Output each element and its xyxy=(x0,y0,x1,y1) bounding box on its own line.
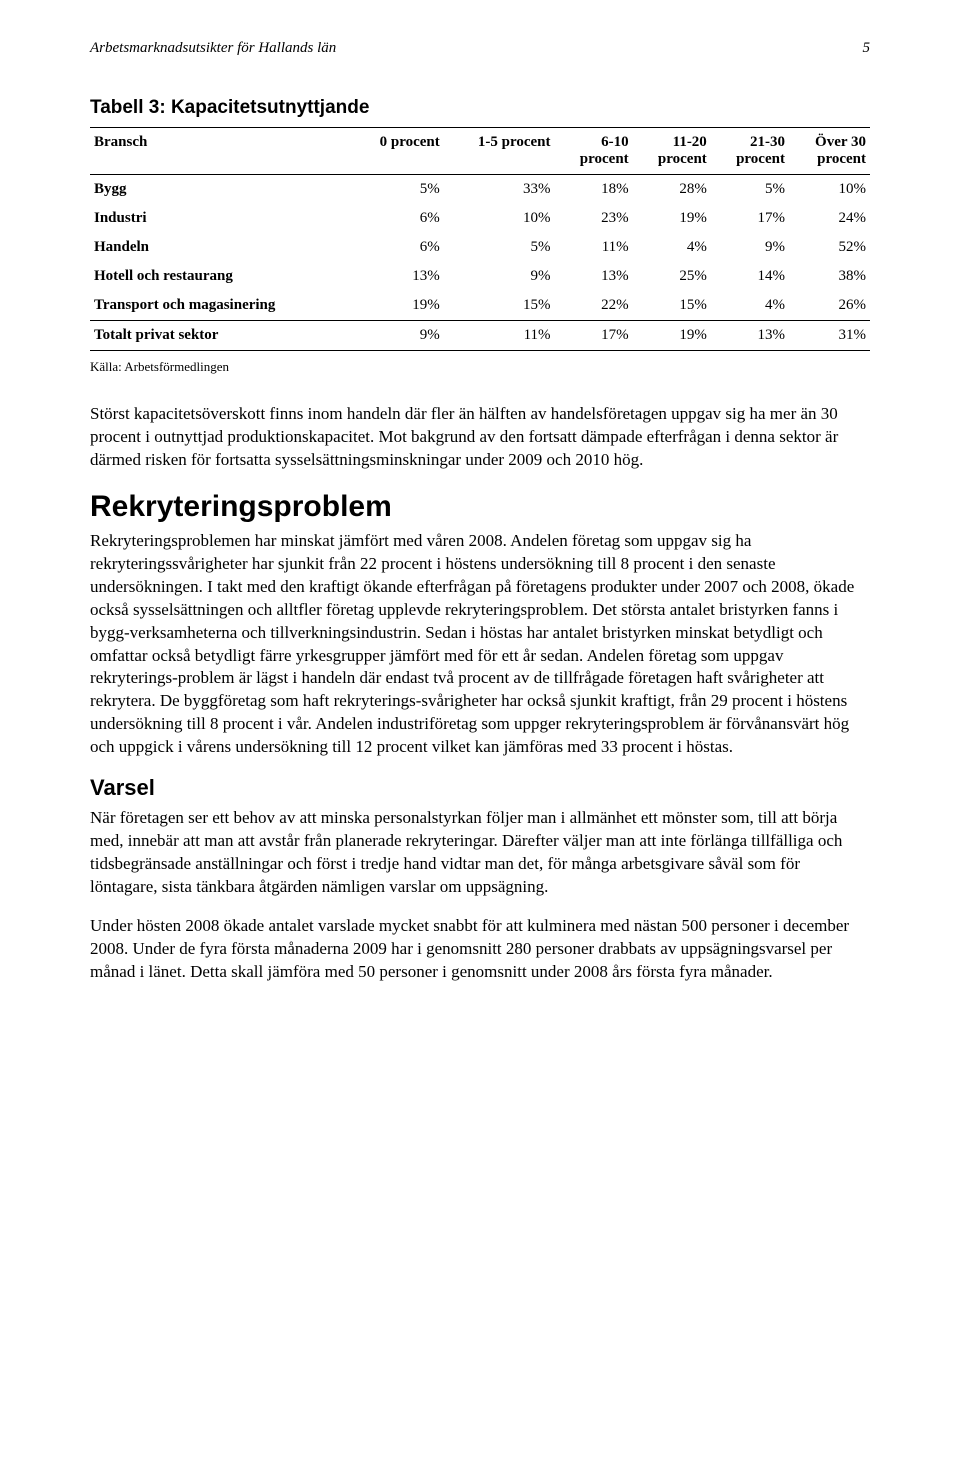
cell: 6% xyxy=(350,204,444,233)
col-0pct: 0 procent xyxy=(350,128,444,175)
cell: 17% xyxy=(711,204,789,233)
cell: 33% xyxy=(444,175,555,205)
cell: 38% xyxy=(789,262,870,291)
row-label: Bygg xyxy=(90,175,350,205)
capacity-table: Bransch 0 procent 1-5 procent 6-10 proce… xyxy=(90,127,870,351)
cell: 4% xyxy=(633,233,711,262)
heading-varsel: Varsel xyxy=(90,775,870,801)
table-source: Källa: Arbetsförmedlingen xyxy=(90,359,870,375)
heading-rekryteringsproblem: Rekryteringsproblem xyxy=(90,490,870,524)
paragraph-intro: Störst kapacitetsöverskott finns inom ha… xyxy=(90,403,870,472)
cell: 5% xyxy=(350,175,444,205)
cell: 9% xyxy=(711,233,789,262)
col-1-5pct: 1-5 procent xyxy=(444,128,555,175)
cell: 14% xyxy=(711,262,789,291)
cell: 15% xyxy=(633,291,711,321)
cell: 26% xyxy=(789,291,870,321)
cell: 52% xyxy=(789,233,870,262)
table-header-row: Bransch 0 procent 1-5 procent 6-10 proce… xyxy=(90,128,870,175)
cell: 13% xyxy=(350,262,444,291)
col-21-30pct: 21-30 procent xyxy=(711,128,789,175)
cell: 13% xyxy=(555,262,633,291)
header-title: Arbetsmarknadsutsikter för Hallands län xyxy=(90,40,336,57)
table-title: Tabell 3: Kapacitetsutnyttjande xyxy=(90,97,870,119)
row-label: Transport och magasinering xyxy=(90,291,350,321)
cell: 15% xyxy=(444,291,555,321)
col-over30pct: Över 30 procent xyxy=(789,128,870,175)
col-bransch: Bransch xyxy=(90,128,350,175)
cell: 5% xyxy=(711,175,789,205)
paragraph-varsel-2: Under hösten 2008 ökade antalet varslade… xyxy=(90,915,870,984)
table-row: Transport och magasinering 19% 15% 22% 1… xyxy=(90,291,870,321)
cell: 4% xyxy=(711,291,789,321)
col-6-10pct: 6-10 procent xyxy=(555,128,633,175)
table-total-row: Totalt privat sektor 9% 11% 17% 19% 13% … xyxy=(90,321,870,351)
cell: 19% xyxy=(633,321,711,351)
paragraph-rekry: Rekryteringsproblemen har minskat jämför… xyxy=(90,530,870,759)
table-row: Bygg 5% 33% 18% 28% 5% 10% xyxy=(90,175,870,205)
cell: 11% xyxy=(444,321,555,351)
cell: 10% xyxy=(444,204,555,233)
cell: 13% xyxy=(711,321,789,351)
cell: 19% xyxy=(633,204,711,233)
col-11-20pct: 11-20 procent xyxy=(633,128,711,175)
table-row: Handeln 6% 5% 11% 4% 9% 52% xyxy=(90,233,870,262)
cell: 25% xyxy=(633,262,711,291)
cell: 22% xyxy=(555,291,633,321)
cell: 17% xyxy=(555,321,633,351)
row-label: Hotell och restaurang xyxy=(90,262,350,291)
table-row: Hotell och restaurang 13% 9% 13% 25% 14%… xyxy=(90,262,870,291)
paragraph-varsel-1: När företagen ser ett behov av att minsk… xyxy=(90,807,870,899)
cell: 9% xyxy=(350,321,444,351)
cell: 24% xyxy=(789,204,870,233)
page-header: Arbetsmarknadsutsikter för Hallands län … xyxy=(90,40,870,57)
cell: 28% xyxy=(633,175,711,205)
cell: 10% xyxy=(789,175,870,205)
row-label: Industri xyxy=(90,204,350,233)
table-row: Industri 6% 10% 23% 19% 17% 24% xyxy=(90,204,870,233)
page-number: 5 xyxy=(863,40,871,57)
row-label: Totalt privat sektor xyxy=(90,321,350,351)
cell: 23% xyxy=(555,204,633,233)
cell: 6% xyxy=(350,233,444,262)
cell: 9% xyxy=(444,262,555,291)
cell: 5% xyxy=(444,233,555,262)
document-page: Arbetsmarknadsutsikter för Hallands län … xyxy=(0,0,960,1060)
cell: 18% xyxy=(555,175,633,205)
cell: 31% xyxy=(789,321,870,351)
cell: 11% xyxy=(555,233,633,262)
table-body: Bygg 5% 33% 18% 28% 5% 10% Industri 6% 1… xyxy=(90,175,870,351)
row-label: Handeln xyxy=(90,233,350,262)
cell: 19% xyxy=(350,291,444,321)
